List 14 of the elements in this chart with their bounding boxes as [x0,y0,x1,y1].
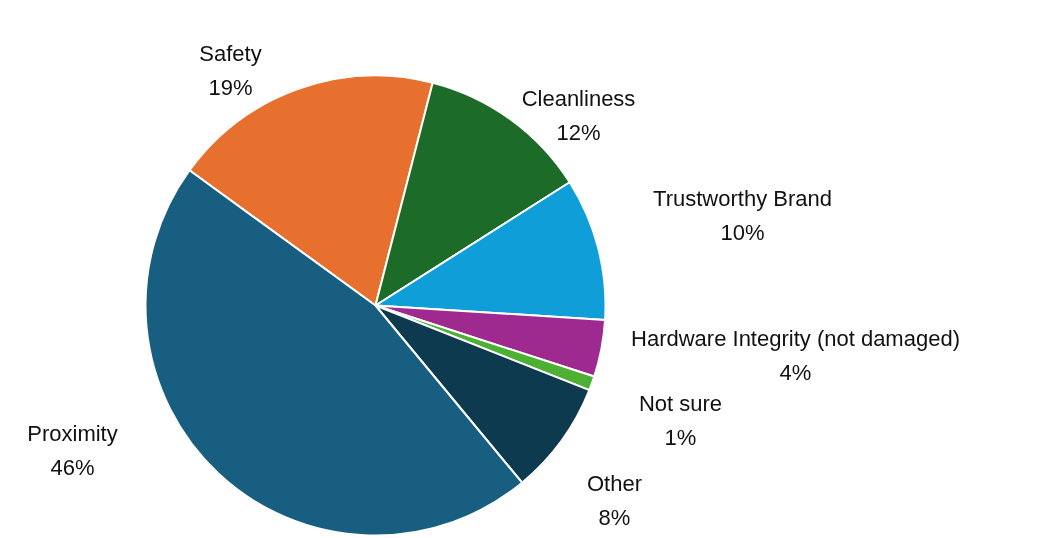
data-label: 46% [50,455,95,480]
slice-label: Other [586,471,643,496]
slice-label: Not sure [638,391,723,416]
data-label: 19% [208,75,253,100]
data-label: 10% [720,220,765,245]
slice-label: Safety [199,41,262,66]
data-label: 4% [779,360,812,385]
data-label: 8% [598,505,631,530]
slice-label: Cleanliness [521,86,636,111]
slice-label: Hardware Integrity (not damaged) [631,326,960,351]
slice-label: Trustworthy Brand [653,186,832,211]
slice-label: Proximity [27,421,118,446]
data-label: 12% [556,120,601,145]
data-label: 1% [664,425,697,450]
